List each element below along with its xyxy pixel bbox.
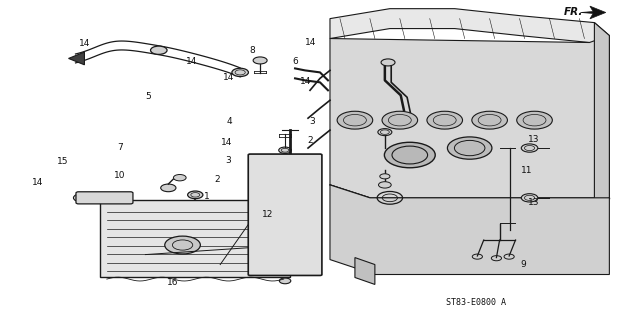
Text: 11: 11 <box>521 166 533 175</box>
Circle shape <box>521 144 538 152</box>
Text: FR.: FR. <box>564 7 583 18</box>
Circle shape <box>285 221 295 227</box>
Text: 3: 3 <box>310 116 315 126</box>
Circle shape <box>427 111 462 129</box>
Circle shape <box>73 194 90 202</box>
Text: 5: 5 <box>145 92 151 101</box>
Text: 10: 10 <box>115 172 126 180</box>
Circle shape <box>232 68 248 76</box>
Circle shape <box>280 278 291 284</box>
Text: 14: 14 <box>300 77 311 86</box>
FancyBboxPatch shape <box>248 154 322 276</box>
Text: 7: 7 <box>117 143 123 152</box>
Text: 12: 12 <box>262 210 273 219</box>
Circle shape <box>161 184 176 192</box>
Circle shape <box>380 174 390 179</box>
Circle shape <box>188 191 203 199</box>
Polygon shape <box>355 258 375 284</box>
Bar <box>101 200 290 277</box>
Text: 2: 2 <box>308 136 313 145</box>
Text: 6: 6 <box>292 57 298 66</box>
Text: 4: 4 <box>227 117 233 126</box>
Polygon shape <box>330 9 610 45</box>
Text: 14: 14 <box>222 73 234 82</box>
Text: 13: 13 <box>527 135 539 144</box>
Text: 8: 8 <box>249 45 255 55</box>
Text: 16: 16 <box>166 278 178 287</box>
Circle shape <box>150 46 167 54</box>
Polygon shape <box>594 23 610 205</box>
Circle shape <box>378 129 392 136</box>
Text: 14: 14 <box>32 179 43 188</box>
Circle shape <box>337 111 373 129</box>
Circle shape <box>165 236 201 254</box>
Circle shape <box>447 137 492 159</box>
Text: 14: 14 <box>186 57 197 66</box>
Polygon shape <box>580 6 606 19</box>
Text: 15: 15 <box>57 157 69 166</box>
FancyBboxPatch shape <box>76 192 133 204</box>
Ellipse shape <box>273 198 297 220</box>
Text: 14: 14 <box>220 138 232 147</box>
Text: ST83-E0800 A: ST83-E0800 A <box>446 298 506 307</box>
Circle shape <box>517 111 552 129</box>
Polygon shape <box>330 36 610 198</box>
Text: 14: 14 <box>305 38 317 47</box>
Circle shape <box>253 57 267 64</box>
Text: 1: 1 <box>204 192 210 201</box>
Circle shape <box>173 174 186 181</box>
Circle shape <box>282 196 297 204</box>
Circle shape <box>472 111 508 129</box>
Polygon shape <box>69 52 85 65</box>
Text: 9: 9 <box>520 260 526 269</box>
Circle shape <box>521 194 538 202</box>
Text: 3: 3 <box>225 156 231 165</box>
Polygon shape <box>330 185 610 275</box>
Circle shape <box>378 182 391 188</box>
Text: 13: 13 <box>527 197 539 206</box>
Text: 14: 14 <box>79 39 90 48</box>
Circle shape <box>384 142 435 168</box>
Circle shape <box>279 147 292 153</box>
Circle shape <box>381 59 395 66</box>
Text: 2: 2 <box>214 175 220 184</box>
Circle shape <box>382 111 418 129</box>
